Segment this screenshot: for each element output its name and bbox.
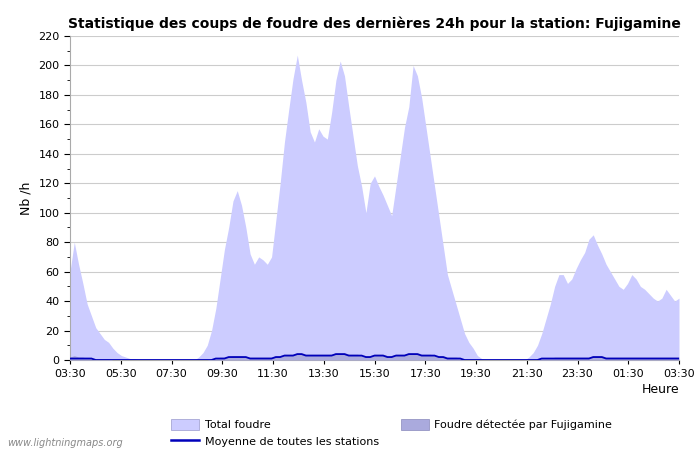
Text: www.lightningmaps.org: www.lightningmaps.org	[7, 438, 122, 448]
Legend: Total foudre, Moyenne de toutes les stations, Foudre détectée par Fujigamine: Total foudre, Moyenne de toutes les stat…	[167, 414, 617, 450]
Title: Statistique des coups de foudre des dernières 24h pour la station: Fujigamine: Statistique des coups de foudre des dern…	[68, 16, 681, 31]
Text: Heure: Heure	[641, 382, 679, 396]
Y-axis label: Nb /h: Nb /h	[20, 181, 33, 215]
